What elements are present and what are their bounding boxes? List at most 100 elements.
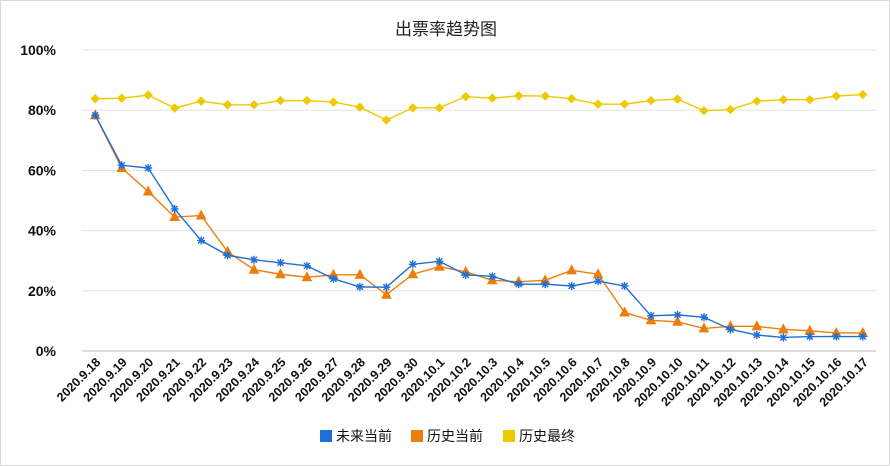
y-tick-label: 100% bbox=[20, 42, 56, 58]
data-point bbox=[250, 255, 259, 264]
data-point bbox=[858, 89, 868, 100]
data-point bbox=[619, 306, 630, 317]
series-line bbox=[94, 114, 863, 339]
data-point bbox=[90, 94, 100, 104]
data-point bbox=[620, 281, 629, 290]
data-point bbox=[170, 204, 179, 213]
data-point bbox=[435, 257, 444, 266]
data-point bbox=[222, 100, 233, 110]
y-tick-label: 60% bbox=[28, 162, 57, 178]
data-point bbox=[143, 90, 153, 100]
data-point bbox=[355, 102, 365, 112]
legend-swatch bbox=[411, 430, 423, 442]
series-star bbox=[91, 111, 867, 342]
data-point bbox=[117, 161, 126, 170]
series-line bbox=[95, 93, 863, 121]
data-point bbox=[805, 332, 814, 341]
data-point bbox=[752, 331, 761, 340]
data-point bbox=[407, 268, 419, 279]
series-line bbox=[94, 115, 863, 334]
series-diamond bbox=[90, 89, 868, 125]
data-point bbox=[594, 277, 603, 286]
data-point bbox=[619, 99, 630, 109]
data-point bbox=[832, 332, 841, 341]
data-point bbox=[647, 311, 656, 320]
data-point bbox=[461, 91, 471, 102]
data-point bbox=[779, 333, 788, 342]
data-point bbox=[752, 96, 762, 106]
grid-lines bbox=[82, 49, 876, 352]
data-point bbox=[434, 103, 445, 113]
data-point bbox=[778, 323, 789, 334]
data-point bbox=[144, 163, 153, 172]
x-axis: 2020.9.182020.9.192020.9.202020.9.212020… bbox=[54, 355, 871, 409]
data-point bbox=[726, 325, 735, 334]
data-point bbox=[169, 103, 180, 113]
data-point bbox=[567, 281, 576, 290]
data-point bbox=[197, 236, 206, 245]
data-point bbox=[433, 260, 445, 271]
y-tick-label: 0% bbox=[36, 343, 57, 359]
data-point bbox=[672, 94, 683, 104]
data-point bbox=[805, 94, 815, 105]
data-point bbox=[329, 274, 338, 283]
data-point bbox=[195, 209, 207, 220]
data-point bbox=[248, 263, 260, 274]
data-point bbox=[354, 268, 366, 279]
data-point bbox=[858, 332, 867, 341]
data-point bbox=[566, 264, 577, 275]
data-point bbox=[382, 283, 391, 292]
data-point bbox=[541, 280, 550, 289]
data-point bbox=[699, 313, 708, 322]
data-point bbox=[196, 96, 206, 106]
legend-label: 历史最终 bbox=[519, 429, 575, 445]
data-point bbox=[513, 91, 524, 101]
data-point bbox=[328, 97, 339, 107]
data-point bbox=[408, 103, 418, 113]
data-point bbox=[249, 100, 259, 110]
data-point bbox=[116, 93, 127, 103]
y-tick-label: 80% bbox=[28, 102, 57, 118]
data-point bbox=[751, 320, 763, 331]
data-point bbox=[461, 270, 470, 279]
data-point bbox=[488, 272, 497, 281]
data-point bbox=[673, 310, 682, 319]
data-point bbox=[142, 185, 154, 196]
legend-label: 未来当前 bbox=[336, 428, 392, 445]
data-point bbox=[381, 115, 392, 125]
data-point bbox=[276, 258, 285, 267]
chart-title: 出票率趋势图 bbox=[395, 20, 497, 40]
data-point bbox=[302, 261, 311, 270]
data-point bbox=[778, 94, 789, 105]
data-point bbox=[831, 91, 842, 101]
data-point bbox=[540, 91, 550, 101]
legend: 未来当前 历史当前 历史最终 bbox=[320, 428, 575, 445]
legend-swatch bbox=[320, 430, 332, 442]
data-point bbox=[672, 315, 683, 326]
data-point bbox=[301, 271, 313, 282]
plot-area bbox=[89, 89, 869, 342]
data-point bbox=[408, 260, 417, 269]
data-point bbox=[169, 210, 180, 222]
y-tick-label: 40% bbox=[28, 223, 57, 239]
legend-label: 历史当前 bbox=[427, 428, 483, 445]
data-point bbox=[699, 106, 709, 116]
data-point bbox=[355, 282, 364, 291]
series-triangle bbox=[89, 109, 869, 337]
data-point bbox=[487, 93, 497, 103]
y-tick-label: 20% bbox=[28, 283, 57, 299]
data-point bbox=[698, 322, 710, 333]
data-point bbox=[566, 94, 577, 104]
data-point bbox=[725, 104, 736, 115]
data-point bbox=[593, 99, 603, 109]
data-point bbox=[514, 280, 523, 289]
data-point bbox=[275, 268, 286, 279]
data-point bbox=[275, 95, 286, 106]
data-point bbox=[223, 251, 232, 260]
data-point bbox=[646, 95, 656, 106]
data-point bbox=[91, 111, 100, 120]
y-axis: 0% 20% 40% 60% 80% 100% bbox=[20, 42, 56, 359]
legend-swatch bbox=[503, 430, 515, 442]
